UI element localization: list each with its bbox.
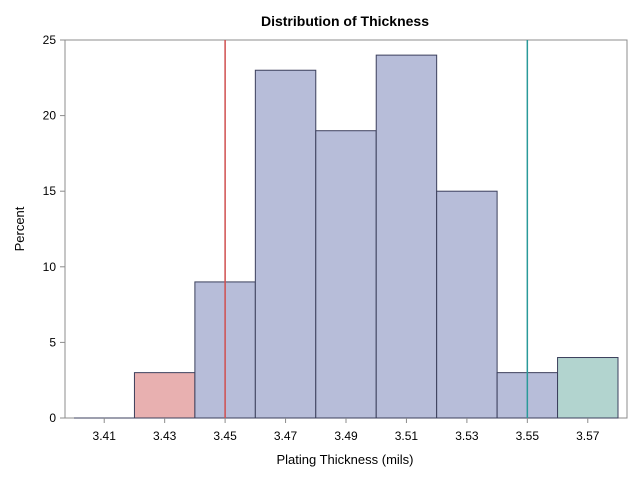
y-axis: 0 5 10 15 20 25 <box>43 33 65 425</box>
y-tick-label-1: 5 <box>49 335 56 349</box>
y-tick-label-4: 20 <box>43 109 57 123</box>
x-tick-label-3: 3.47 <box>274 429 298 443</box>
y-tick-label-3: 15 <box>43 184 57 198</box>
reference-lines <box>224 40 529 418</box>
x-axis-label: Plating Thickness (mils) <box>276 452 413 467</box>
x-tick-label-4: 3.49 <box>334 429 358 443</box>
histogram-bar-2 <box>133 372 196 419</box>
histogram-bar-6 <box>375 54 438 419</box>
histogram-bar-5 <box>315 130 377 419</box>
x-tick-label-7: 3.55 <box>516 429 540 443</box>
bars <box>74 54 619 419</box>
chart-title: Distribution of Thickness <box>261 13 429 29</box>
x-tick-label-6: 3.53 <box>455 429 479 443</box>
histogram-bar-9 <box>557 357 619 419</box>
y-tick-label-0: 0 <box>49 411 56 425</box>
x-axis: 3.41 3.43 3.45 3.47 3.49 3.51 3.53 3.55 3.57 <box>93 418 600 443</box>
x-tick-label-1: 3.43 <box>153 429 177 443</box>
x-tick-label-8: 3.57 <box>576 429 600 443</box>
x-tick-label-2: 3.45 <box>213 429 237 443</box>
histogram-bar-7 <box>436 190 498 419</box>
histogram-bar-4 <box>254 69 317 419</box>
y-tick-label-2: 10 <box>43 260 57 274</box>
x-tick-label-5: 3.51 <box>395 429 419 443</box>
y-axis-label: Percent <box>12 206 27 251</box>
x-tick-label-0: 3.41 <box>93 429 117 443</box>
y-tick-label-5: 25 <box>43 33 57 47</box>
